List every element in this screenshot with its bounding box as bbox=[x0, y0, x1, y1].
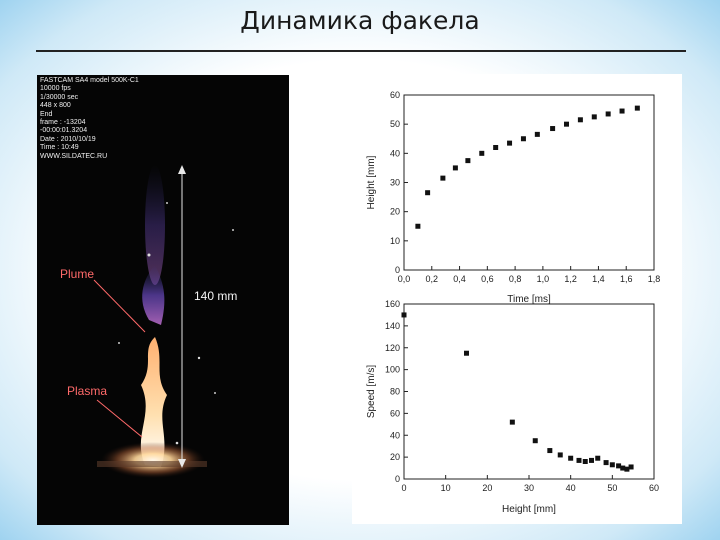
plume-label: Plume bbox=[60, 267, 95, 281]
charts-panel: 0,0 0,2 0,4 0,6 0,8 1,0 1,2 1,4 1,6 1,8 0 10 20 30 40 5… bbox=[352, 74, 682, 524]
y-tick-label: 120 bbox=[385, 343, 400, 353]
x-tick-label: 1,0 bbox=[537, 274, 550, 284]
data-point bbox=[534, 131, 540, 137]
y-tick-label: 50 bbox=[390, 119, 400, 129]
x-tick-label: 1,8 bbox=[648, 274, 661, 284]
data-point bbox=[452, 165, 458, 171]
data-point bbox=[634, 105, 640, 111]
x-tick-label: 0,6 bbox=[481, 274, 494, 284]
y-axis-label: Speed [m/s] bbox=[366, 365, 377, 419]
plot-frame-2 bbox=[403, 303, 655, 480]
data-point bbox=[628, 464, 634, 470]
x-axis-label: Height [mm] bbox=[502, 504, 556, 515]
data-point bbox=[557, 452, 563, 458]
data-point bbox=[564, 121, 569, 127]
x-axis-label: Time [ms] bbox=[507, 294, 551, 305]
x-tick-label: 0,2 bbox=[426, 274, 439, 284]
data-point bbox=[532, 438, 538, 444]
data-point bbox=[589, 457, 594, 463]
y-tick-label: 80 bbox=[390, 387, 400, 397]
x-tick-label: 10 bbox=[441, 483, 451, 493]
x-tick-label: 1,2 bbox=[564, 274, 577, 284]
data-point bbox=[577, 117, 583, 123]
camera-info: FASTCAM SA4 model 500K-C1 10000 fps 1/30… bbox=[40, 77, 139, 160]
x-tick-label: 60 bbox=[649, 483, 659, 493]
data-point bbox=[609, 462, 615, 468]
charts-svg: 0,0 0,2 0,4 0,6 0,8 1,0 1,2 1,4 1,6 1,8 0 10 20 30 40 5… bbox=[366, 90, 661, 515]
x-tick-label: 0 bbox=[401, 483, 406, 493]
data-point bbox=[464, 350, 469, 356]
data-point bbox=[415, 223, 421, 229]
plasma-label: Plasma bbox=[67, 384, 108, 398]
y-tick-label: 20 bbox=[390, 207, 400, 217]
substrate-surface bbox=[97, 461, 207, 467]
y-tick-label: 20 bbox=[390, 452, 400, 462]
plasma-torch-photo: FASTCAM SA4 model 500K-C1 10000 fps 1/30… bbox=[37, 75, 289, 525]
plot-frame-1 bbox=[403, 94, 655, 271]
y-tick-label: 40 bbox=[390, 430, 400, 440]
x-tick-label: 20 bbox=[482, 483, 492, 493]
x-tick-label: 40 bbox=[566, 483, 576, 493]
data-point bbox=[603, 460, 609, 466]
y-tick-label: 60 bbox=[390, 408, 400, 418]
y-tick-label: 0 bbox=[395, 474, 400, 484]
x-tick-label: 0,4 bbox=[453, 274, 466, 284]
y-tick-label: 60 bbox=[390, 90, 400, 100]
y-tick-label: 10 bbox=[390, 236, 400, 246]
data-point bbox=[616, 463, 622, 469]
data-point bbox=[520, 136, 526, 142]
spark bbox=[166, 202, 168, 204]
data-point bbox=[493, 145, 499, 150]
data-point bbox=[550, 126, 556, 132]
data-point bbox=[576, 457, 582, 463]
distance-arrow-top bbox=[178, 165, 186, 174]
y-tick-label: 140 bbox=[385, 321, 400, 331]
data-point bbox=[620, 465, 626, 471]
data-point bbox=[440, 175, 446, 181]
spark bbox=[232, 229, 234, 231]
slide-title: Динамика факела bbox=[240, 6, 480, 35]
y-axis-label: Height [mm] bbox=[366, 155, 377, 209]
y-tick-label: 0 bbox=[395, 265, 400, 275]
plume-shape bbox=[142, 265, 165, 325]
data-point bbox=[595, 455, 601, 461]
plasma-pointer bbox=[96, 399, 143, 438]
data-point bbox=[619, 108, 625, 114]
spark bbox=[147, 253, 151, 257]
spark bbox=[214, 392, 216, 394]
distance-arrow-bottom bbox=[178, 459, 186, 468]
torch-drawing bbox=[93, 165, 234, 478]
y-tick-label: 160 bbox=[385, 299, 400, 309]
data-point bbox=[568, 455, 574, 461]
x-tick-label: 0,8 bbox=[509, 274, 522, 284]
data-point bbox=[591, 114, 597, 120]
x-tick-label: 1,6 bbox=[620, 274, 633, 284]
x-tick-label: 1,4 bbox=[592, 274, 605, 284]
data-point bbox=[465, 158, 471, 164]
y-tick-label: 100 bbox=[385, 365, 400, 375]
data-point bbox=[479, 150, 485, 156]
plasma-glow bbox=[101, 442, 205, 478]
data-point bbox=[509, 419, 515, 425]
data-point bbox=[507, 140, 513, 146]
y-tick-label: 40 bbox=[390, 148, 400, 158]
plume-pointer bbox=[93, 279, 146, 333]
data-point bbox=[624, 466, 630, 472]
title-divider bbox=[36, 50, 686, 52]
spark bbox=[197, 356, 201, 360]
x-tick-label: 30 bbox=[524, 483, 534, 493]
data-point bbox=[582, 459, 588, 464]
data-point bbox=[425, 190, 431, 196]
x-tick-label: 50 bbox=[607, 483, 617, 493]
data-point bbox=[605, 111, 611, 117]
y-tick-label: 30 bbox=[390, 178, 400, 188]
distance-label: 140 mm bbox=[194, 289, 238, 303]
x-tick-label: 0,0 bbox=[398, 274, 411, 284]
plasma-shape bbox=[140, 337, 167, 467]
spark bbox=[175, 441, 179, 445]
data-point bbox=[547, 448, 553, 454]
data-point bbox=[401, 312, 407, 318]
spark bbox=[118, 342, 120, 344]
